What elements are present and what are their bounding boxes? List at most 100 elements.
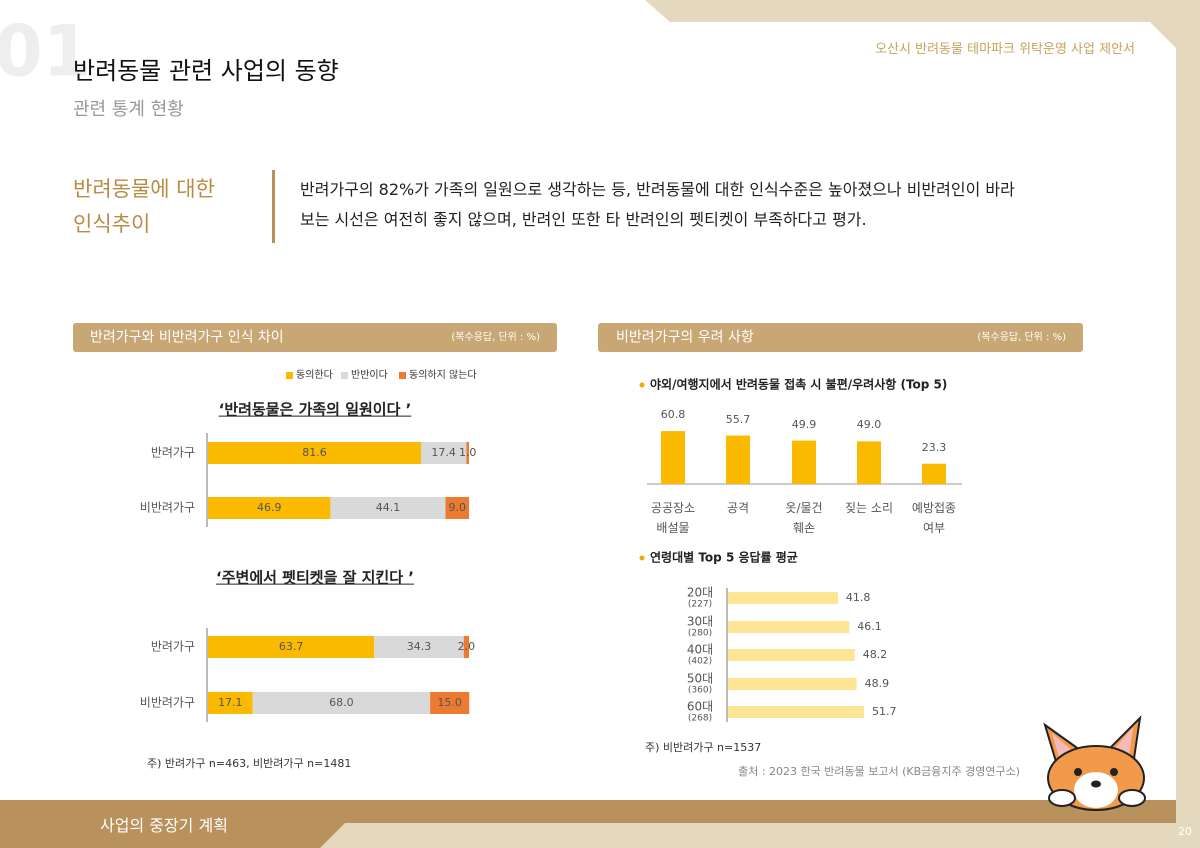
page-subtitle: 관련 통계 현황 <box>73 98 184 120</box>
data-label: 41.8 <box>845 591 871 605</box>
category-label: 비반려가구 <box>139 695 195 710</box>
data-label: 46.1 <box>857 620 882 634</box>
data-label: 63.7 <box>278 640 304 654</box>
chart-title: 야외/여행지에서 반려동물 접촉 시 불편/우려사항 (Top 5) <box>650 377 948 392</box>
bar <box>728 649 855 661</box>
data-label: 34.3 <box>406 640 432 654</box>
chart-title: 연령대별 Top 5 응답률 평균 <box>650 550 798 565</box>
data-label: 81.6 <box>302 446 327 460</box>
footer-band <box>0 800 1176 823</box>
sample-size: (402) <box>687 656 713 667</box>
bar <box>661 431 685 484</box>
sample-size: (280) <box>687 628 713 639</box>
category-label: 반려가구 <box>150 445 195 460</box>
data-label: 49.9 <box>791 417 817 431</box>
category-label: 공공장소 배설물 <box>650 501 696 535</box>
sample-size: (227) <box>687 599 713 610</box>
category-label: 반려가구 <box>150 639 195 654</box>
data-label: 46.9 <box>256 501 282 515</box>
category-label: 50대 <box>686 671 714 686</box>
panel-unit-note: (복수응답, 단위 : %) <box>977 331 1066 343</box>
bar-segment <box>252 692 431 714</box>
bar <box>728 592 838 604</box>
bullet <box>639 555 645 561</box>
data-label: 1.0 <box>458 446 477 460</box>
bar-segment <box>208 497 331 519</box>
summary-heading: 반려동물에 대한 <box>73 176 215 201</box>
bar <box>922 463 946 484</box>
legend-label: 동의하지 않는다 <box>409 369 477 381</box>
category-label: 공격 <box>726 501 750 515</box>
panel-title: 반려가구와 비반려가구 인식 차이 <box>90 329 284 346</box>
category-label: 짖는 소리 <box>845 501 893 515</box>
sample-size: (268) <box>687 713 713 724</box>
chart-title: ‘반려동물은 가족의 일원이다 ’ <box>218 400 412 419</box>
bar <box>726 435 750 484</box>
data-label: 60.8 <box>660 408 686 422</box>
panel-title: 비반려가구의 우려 사항 <box>616 329 754 346</box>
footnote: 주) 비반려가구 n=1537 <box>645 741 762 755</box>
data-label: 17.1 <box>218 696 243 710</box>
bar <box>728 706 864 718</box>
footer-section: 사업의 중장기 계획 <box>100 816 228 835</box>
category-label: 옷/물건 훼손 <box>785 501 823 535</box>
legend-label: 동의한다 <box>296 369 333 381</box>
bar-segment <box>208 692 253 714</box>
page-number: 20 <box>1178 825 1192 839</box>
data-label: 9.0 <box>448 501 467 515</box>
bar-segment <box>208 636 375 658</box>
bar <box>857 441 881 484</box>
bar <box>792 440 816 484</box>
panel-header-right <box>598 323 1083 352</box>
category-label: 60대 <box>686 699 714 714</box>
bar-segment <box>430 692 470 714</box>
bar-segment <box>445 497 469 519</box>
document-title: 오산시 반려동물 테마파크 위탁운영 사업 제안서 <box>875 41 1135 57</box>
legend-swatch <box>341 372 348 379</box>
summary-text: 보는 시선은 여전히 좋지 않으며, 반려인 또한 타 반려인의 펫티켓이 부족… <box>300 210 867 229</box>
category-label: 20대 <box>686 585 714 600</box>
category-label: 40대 <box>686 642 714 657</box>
bar <box>728 678 857 690</box>
category-label: 비반려가구 <box>139 500 195 515</box>
legend-label: 반반이다 <box>351 369 388 381</box>
chart-title: ‘주변에서 펫티켓을 잘 지킨다 ’ <box>216 568 414 587</box>
data-label: 2.0 <box>457 640 476 654</box>
data-label: 44.1 <box>375 501 401 515</box>
data-label: 55.7 <box>725 412 751 426</box>
content-card <box>0 0 1176 800</box>
bar-segment <box>420 442 467 464</box>
bullet <box>639 382 645 388</box>
corgi-illustration <box>1043 715 1146 811</box>
bar <box>728 621 850 633</box>
bar-segment <box>330 497 446 519</box>
legend-swatch <box>286 372 293 379</box>
bar-segment <box>374 636 464 658</box>
source: 출처 : 2023 한국 반려동물 보고서 (KB금융지주 경영연구소) <box>738 765 1020 779</box>
bar-segment <box>466 442 469 464</box>
footnote: 주) 반려가구 n=463, 비반려가구 n=1481 <box>147 757 352 771</box>
sample-size: (360) <box>687 685 713 696</box>
summary-text: 반려가구의 82%가 가족의 일원으로 생각하는 등, 반려동물에 대한 인식수… <box>300 180 1015 199</box>
category-label: 30대 <box>686 614 714 629</box>
data-label: 49.0 <box>856 418 882 432</box>
panel-unit-note: (복수응답, 단위 : %) <box>451 331 540 343</box>
summary-divider <box>272 170 275 243</box>
legend-swatch <box>399 372 406 379</box>
data-label: 48.9 <box>864 677 890 691</box>
data-label: 23.3 <box>921 440 947 454</box>
page-title: 반려동물 관련 사업의 동향 <box>73 57 339 85</box>
data-label: 15.0 <box>437 696 462 710</box>
data-label: 17.4 <box>431 446 456 460</box>
data-label: 51.7 <box>871 705 897 719</box>
category-label: 예방접종 여부 <box>911 501 957 535</box>
summary-heading: 인식추이 <box>73 211 151 236</box>
data-label: 48.2 <box>862 648 888 662</box>
panel-header-left <box>73 323 557 352</box>
footer-tab <box>0 823 345 848</box>
data-label: 68.0 <box>329 696 354 710</box>
section-number: 01 <box>0 10 92 93</box>
